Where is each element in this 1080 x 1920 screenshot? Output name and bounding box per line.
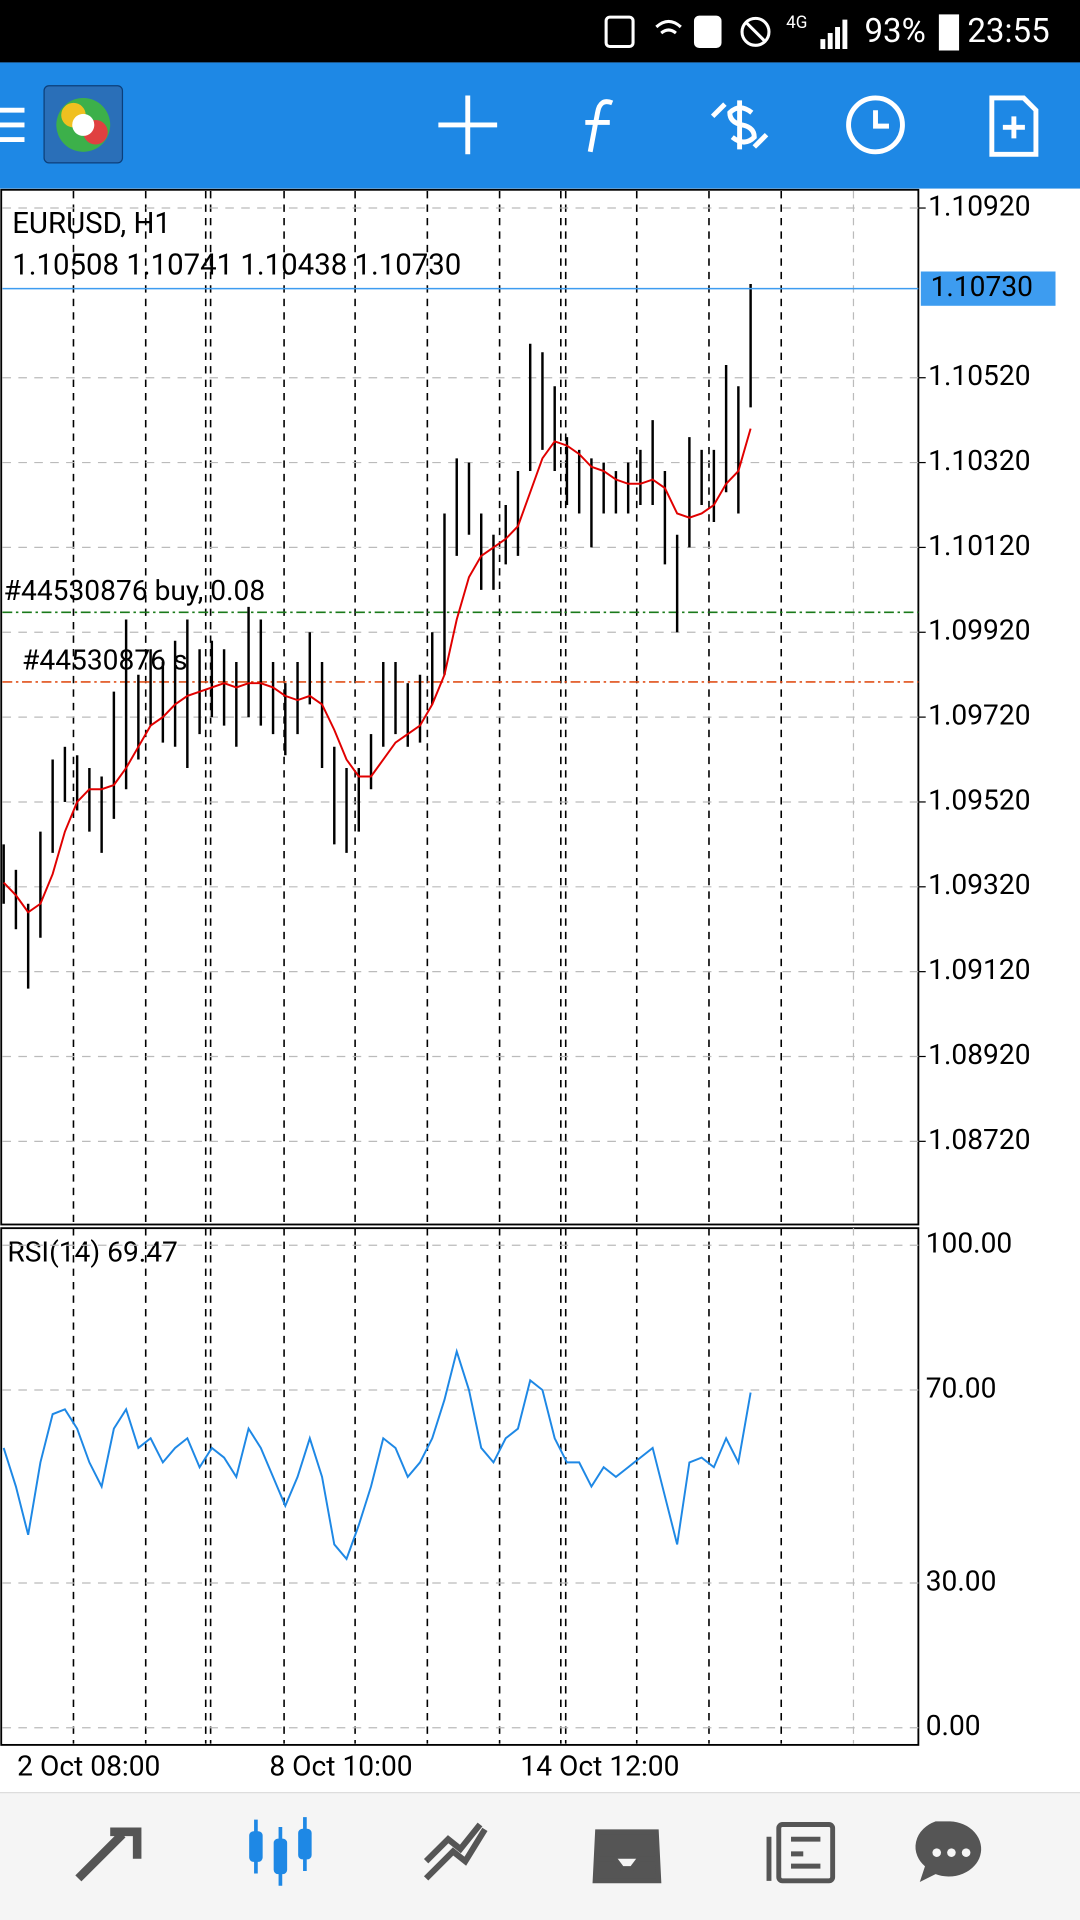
y-tick-label: 1.09520: [928, 783, 1030, 816]
y-tick-label: 1.10520: [928, 359, 1030, 392]
day-separators: [72, 191, 855, 1744]
y-tick-label: 1.08920: [928, 1038, 1030, 1071]
trade-button[interactable]: [710, 100, 769, 150]
price-pane: [0, 188, 920, 1226]
y-tick-label: 1.09120: [928, 953, 1030, 986]
order-label: #44530876 buy, 0.08: [4, 574, 266, 607]
symbol-title: EURUSD, H1: [12, 207, 171, 241]
bid-tag-label: 1.10730: [931, 270, 1033, 303]
ohlc-text: 1.10508 1.10741 1.10438 1.10730: [12, 249, 461, 283]
rsi-pane: [0, 1227, 920, 1746]
y-tick-label: 70.00: [926, 1371, 997, 1404]
status-bar: [0, 0, 1080, 63]
network: 4G: [786, 13, 807, 33]
x-tick-label: 2 Oct 08:00: [17, 1750, 160, 1783]
bid-tag: [920, 271, 1056, 306]
indicators-button[interactable]: [585, 99, 614, 153]
y-tick-label: 1.08720: [928, 1123, 1030, 1156]
y-tick-label: 1.10120: [928, 529, 1030, 562]
rsi-title: RSI(14) 69.47: [7, 1235, 178, 1268]
period-button[interactable]: [846, 95, 905, 155]
app-icon[interactable]: [43, 85, 124, 164]
y-tick-label: 100.00: [926, 1227, 1013, 1260]
quotes-tab[interactable]: [75, 1827, 142, 1882]
crosshair-button[interactable]: [438, 95, 498, 155]
rsi-line: [2, 1347, 752, 1561]
status-icons: [604, 14, 960, 51]
news-tab[interactable]: [766, 1822, 836, 1884]
y-tick-label: 1.09920: [928, 614, 1030, 647]
bottom-nav: [0, 1792, 1080, 1920]
history-tab[interactable]: [592, 1829, 662, 1884]
moving-average: [2, 428, 752, 914]
trade-tab[interactable]: [423, 1822, 488, 1881]
y-tick-label: 1.10920: [928, 189, 1030, 222]
battery: 93%: [864, 12, 925, 51]
order-label: #44530876 s: [22, 644, 187, 677]
toolbar: [0, 62, 1080, 189]
y-tick-label: 1.09320: [928, 868, 1030, 901]
menu-button[interactable]: [0, 107, 25, 143]
clock: 23:55: [967, 12, 1049, 51]
x-tick-label: 8 Oct 10:00: [269, 1750, 412, 1783]
chart-tab[interactable]: [249, 1817, 312, 1886]
y-tick-label: 1.09720: [928, 699, 1030, 732]
new-order-button[interactable]: [989, 95, 1039, 157]
x-tick-label: 14 Oct 12:00: [520, 1750, 679, 1783]
y-tick-label: 0.00: [926, 1709, 981, 1742]
y-tick-label: 1.10320: [928, 444, 1030, 477]
y-tick-label: 30.00: [926, 1564, 997, 1597]
